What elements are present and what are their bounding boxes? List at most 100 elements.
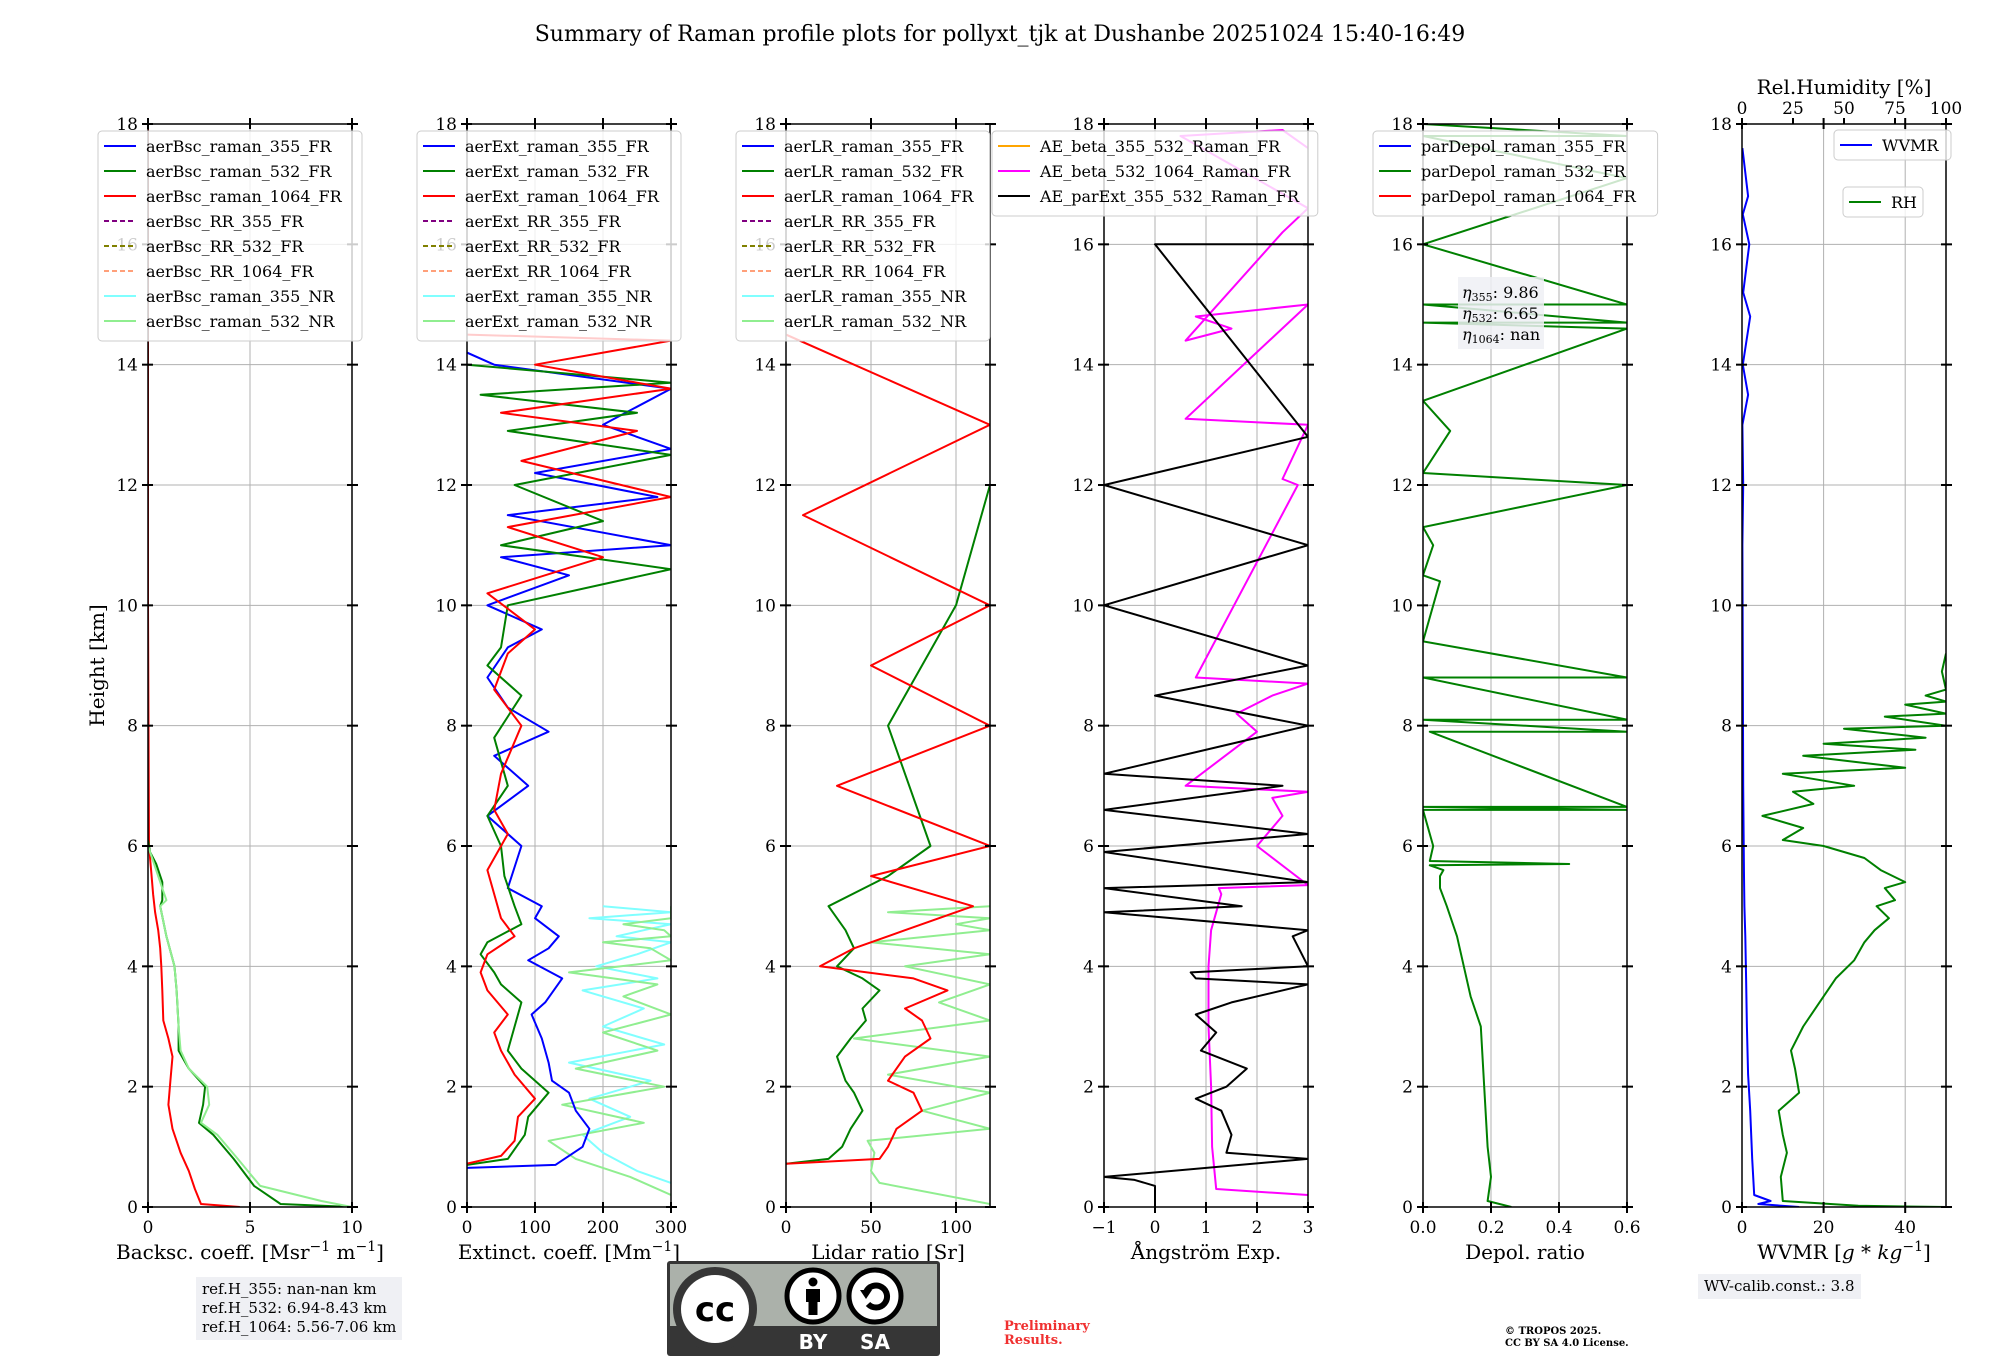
y-tick-label: 10 xyxy=(1710,596,1732,616)
x-tick-label: 2 xyxy=(1252,1218,1263,1238)
legend-label: aerExt_raman_355_NR xyxy=(465,287,653,306)
y-tick-label: 0 xyxy=(127,1198,138,1218)
y-tick-label: 0 xyxy=(1721,1198,1732,1218)
x-label-italic: g * kg xyxy=(1842,1240,1902,1264)
y-tick-label: 4 xyxy=(446,957,457,977)
series-line-aerExt_raman_355_NR xyxy=(568,905,671,1184)
legend-label: WVMR xyxy=(1882,136,1939,155)
y-tick-label: 0 xyxy=(1402,1198,1413,1218)
eta-line: η532: 6.65 xyxy=(1462,304,1539,325)
panel-lidar_ratio: 050100024681012141618Lidar ratio [Sr]aer… xyxy=(735,115,996,1264)
ref-height-532: ref.H_532: 6.94-8.43 km xyxy=(202,1299,387,1317)
copyright-line-1: © TROPOS 2025. xyxy=(1505,1326,1602,1337)
axes-frame xyxy=(466,123,672,1208)
legend-label: aerLR_RR_532_FR xyxy=(784,237,936,256)
series-line-aerBsc_raman_1064_FR xyxy=(148,124,240,1207)
legend-label: parDepol_raman_355_FR xyxy=(1421,137,1627,156)
annotation-box xyxy=(1458,277,1544,349)
y-tick-label: 18 xyxy=(435,115,457,135)
eta-value: : 6.65 xyxy=(1493,304,1539,323)
preliminary-line-2: Results. xyxy=(1004,1333,1063,1348)
y-tick-label: 4 xyxy=(1402,957,1413,977)
y-tick-label: 8 xyxy=(446,717,457,737)
x-axis-label: Backsc. coeff. [Msr−1 m−1] xyxy=(116,1239,384,1264)
x-tick-label: 50 xyxy=(860,1218,882,1238)
preliminary-results-note: Preliminary Results. xyxy=(1004,1320,1090,1348)
series-line-aerExt_raman_1064_FR xyxy=(467,333,671,1165)
sa-label: SA xyxy=(860,1330,890,1354)
legend-label: RH xyxy=(1891,193,1917,212)
eta-symbol: η xyxy=(1462,325,1472,344)
eta-value: : 9.86 xyxy=(1493,283,1539,302)
y-tick-label: 4 xyxy=(127,957,138,977)
y-tick-label: 14 xyxy=(435,356,457,376)
eta-symbol: η xyxy=(1462,304,1472,323)
eta-symbol: η xyxy=(1462,283,1472,302)
series-line-RH xyxy=(1761,653,1946,1207)
legend-WVMR: WVMR xyxy=(1833,129,1952,161)
y-tick-label: 2 xyxy=(1721,1078,1732,1098)
y-tick-label: 8 xyxy=(1721,717,1732,737)
legend-frame xyxy=(735,130,991,342)
legend-label: aerLR_RR_355_FR xyxy=(784,212,936,231)
ref-height-355: ref.H_355: nan-nan km xyxy=(202,1280,377,1298)
legend-frame xyxy=(1842,186,1924,218)
eta-subscript: 1064 xyxy=(1472,333,1500,346)
y-tick-label: 6 xyxy=(127,837,138,857)
y-tick-label: 2 xyxy=(765,1078,776,1098)
top-x-tick-label: 50 xyxy=(1833,99,1855,119)
series-line-aerLR_raman_1064_FR xyxy=(786,333,990,1165)
eta-line: η355: 9.86 xyxy=(1462,283,1539,304)
y-tick-label: 4 xyxy=(1083,957,1094,977)
legend: parDepol_raman_355_FR parDepol_raman_532_… xyxy=(1372,130,1659,217)
x-label-text: Backsc. coeff. [Msr xyxy=(116,1240,310,1264)
top-x-tick-label: 25 xyxy=(1782,99,1804,119)
y-tick-label: 8 xyxy=(1083,717,1094,737)
cc-by-sa-license-badge: cc BY SA xyxy=(667,1261,940,1356)
legend-RH: RH xyxy=(1842,186,1924,218)
wv-calibration-box: WV-calib.const.: 3.8 xyxy=(1698,1274,1861,1299)
top-x-axis-label: Rel.Humidity [%] xyxy=(1757,75,1932,99)
legend-label: aerBsc_RR_532_FR xyxy=(146,237,304,256)
x-tick-label: 10 xyxy=(341,1218,363,1238)
x-tick-label: 3 xyxy=(1303,1218,1314,1238)
x-tick-label: 40 xyxy=(1894,1218,1916,1238)
y-tick-label: 16 xyxy=(1710,235,1732,255)
legend-label: parDepol_raman_532_FR xyxy=(1421,162,1627,181)
y-tick-label: 18 xyxy=(1072,115,1094,135)
axes-frame xyxy=(1422,123,1628,1208)
sa-share-icon xyxy=(846,1267,904,1325)
y-tick-label: 8 xyxy=(127,717,138,737)
top-x-tick-label: 75 xyxy=(1884,99,1906,119)
y-tick-label: 6 xyxy=(446,837,457,857)
legend: aerExt_raman_355_FR aerExt_raman_532_FRae… xyxy=(416,130,682,342)
legend-label: aerExt_RR_1064_FR xyxy=(465,262,632,281)
y-tick-label: 8 xyxy=(1402,717,1413,737)
x-label-superscript: −1 xyxy=(356,1239,377,1255)
y-tick-label: 2 xyxy=(1083,1078,1094,1098)
y-tick-label: 14 xyxy=(116,356,138,376)
x-axis-label: Lidar ratio [Sr] xyxy=(811,1240,965,1264)
y-tick-label: 0 xyxy=(446,1198,457,1218)
series-line-aerExt_raman_532_NR xyxy=(547,906,671,1196)
legend-label: aerExt_raman_355_FR xyxy=(465,137,650,156)
eta-subscript: 532 xyxy=(1472,312,1493,325)
x-axis-label: WVMR [g * kg−1] xyxy=(1757,1239,1931,1264)
legend-label: aerExt_raman_532_NR xyxy=(465,312,653,331)
y-tick-label: 6 xyxy=(1721,837,1732,857)
y-tick-label: 10 xyxy=(435,596,457,616)
x-tick-label: 100 xyxy=(940,1218,972,1238)
x-tick-label: 0 xyxy=(781,1218,792,1238)
top-x-tick-label: 0 xyxy=(1737,99,1748,119)
y-tick-label: 0 xyxy=(765,1198,776,1218)
x-tick-label: 20 xyxy=(1813,1218,1835,1238)
x-tick-label: 0.4 xyxy=(1545,1218,1572,1238)
legend-label: aerExt_raman_1064_FR xyxy=(465,187,660,206)
y-tick-label: 14 xyxy=(1391,356,1413,376)
legend: AE_beta_355_532_Raman_FR AE_beta_532_1064… xyxy=(991,130,1319,217)
top-x-tick-label: 100 xyxy=(1930,99,1962,119)
y-tick-label: 18 xyxy=(1710,115,1732,135)
copyright-line-2: CC BY SA 4.0 License. xyxy=(1505,1338,1629,1349)
cc-icon: cc xyxy=(673,1267,757,1351)
